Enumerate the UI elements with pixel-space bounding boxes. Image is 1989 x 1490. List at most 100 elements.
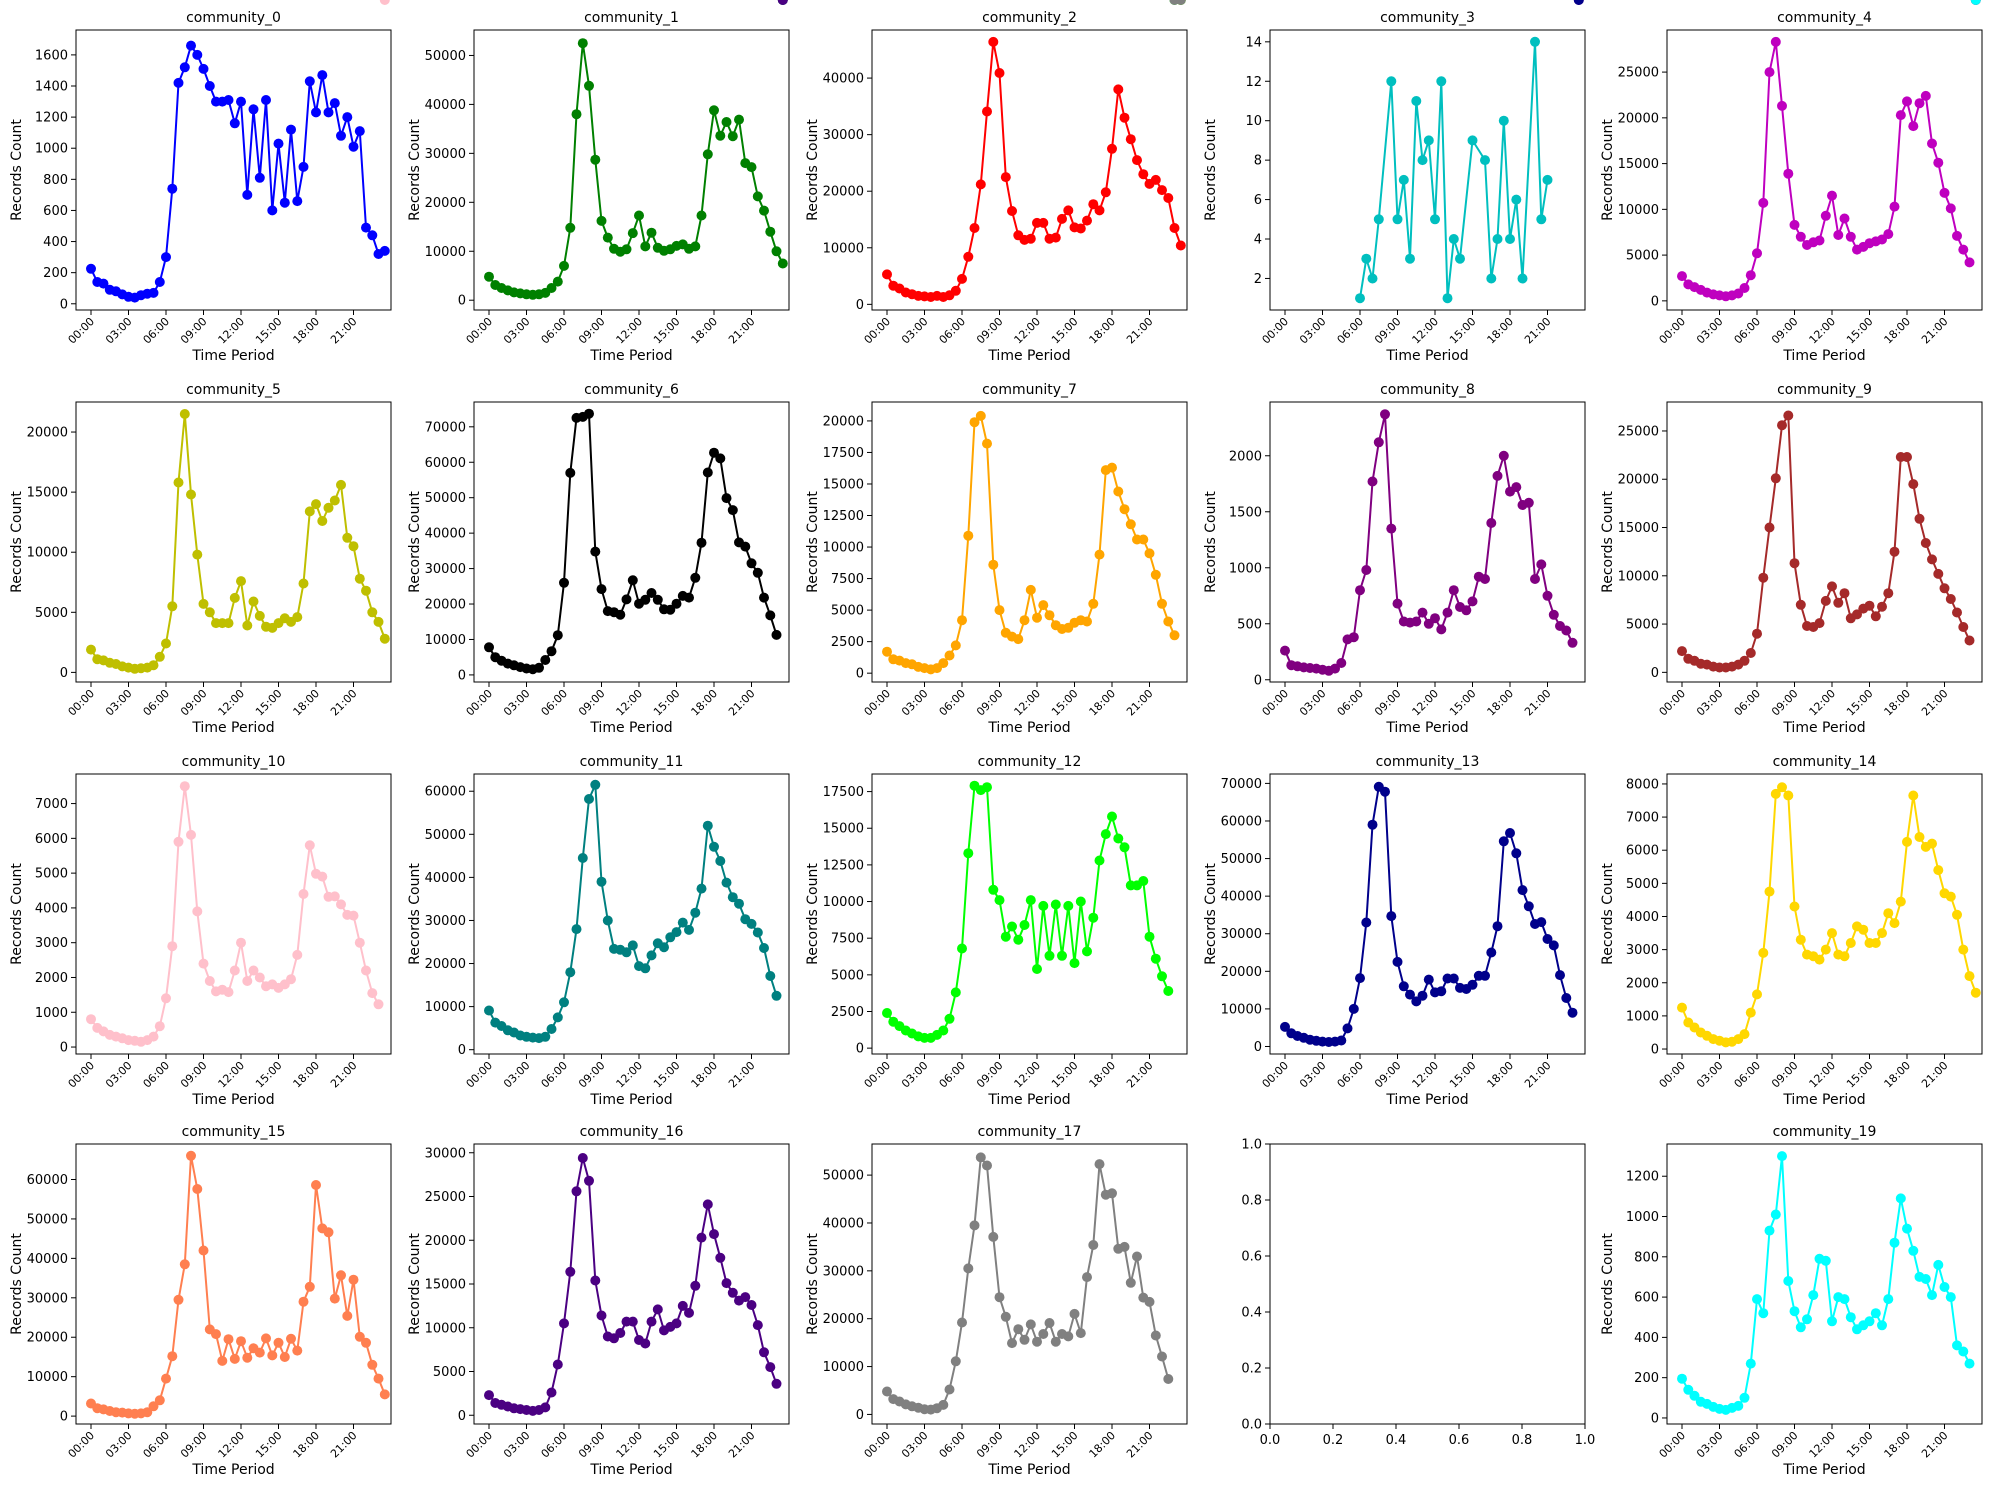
data-point: [1013, 1324, 1024, 1335]
data-point: [969, 417, 980, 428]
x-tick-label: 18:00: [1882, 687, 1914, 719]
data-point: [1561, 993, 1572, 1003]
x-tick-label: 00:00: [1260, 687, 1292, 719]
x-tick-label: 21:00: [328, 315, 360, 347]
data-point: [1745, 648, 1756, 658]
data-point: [559, 1318, 569, 1329]
data-point: [484, 1390, 494, 1401]
data-point: [336, 899, 346, 910]
data-point: [161, 638, 171, 649]
y-tick-label: 70000: [425, 420, 466, 435]
y-axis-label: Records Count: [1600, 863, 1616, 965]
y-axis-label: Records Count: [1203, 491, 1219, 593]
subplot-title: community_5: [186, 382, 281, 398]
data-point: [584, 408, 594, 419]
x-tick-label: 0.2: [1323, 1433, 1344, 1448]
data-point: [596, 584, 607, 595]
x-tick-label: 06:00: [1335, 1059, 1367, 1091]
data-point: [1417, 155, 1428, 166]
x-tick-label: 03:00: [103, 1059, 135, 1091]
x-tick-label: 12:00: [1410, 687, 1442, 719]
y-tick-label: 12500: [823, 858, 864, 873]
data-point: [1883, 229, 1894, 240]
y-tick-label: 0: [60, 297, 68, 312]
y-axis-label: Records Count: [1203, 119, 1219, 221]
y-tick-label: 20000: [823, 185, 864, 200]
x-tick-label: 21:00: [1919, 315, 1951, 347]
series-line: [886, 784, 1170, 1039]
data-point: [148, 1031, 159, 1042]
x-tick-label: 21:00: [726, 1429, 758, 1461]
data-point: [702, 820, 713, 831]
data-point: [1125, 1277, 1136, 1288]
data-point: [1380, 786, 1390, 797]
data-point: [336, 130, 346, 141]
data-point: [1677, 646, 1687, 657]
data-point: [1902, 1223, 1912, 1234]
data-point: [373, 1373, 384, 1384]
data-point: [179, 409, 190, 419]
data-point: [944, 650, 955, 661]
data-point: [1380, 409, 1390, 420]
x-tick-label: 00:00: [464, 315, 496, 347]
data-point: [1057, 213, 1067, 224]
data-point: [1144, 548, 1155, 559]
x-axis-label: Time Period: [191, 348, 274, 364]
x-tick-label: 21:00: [1522, 315, 1554, 347]
y-tick-label: 6000: [1626, 844, 1659, 859]
data-point: [186, 40, 196, 51]
data-point: [173, 477, 184, 488]
data-point: [1770, 473, 1781, 484]
subplot-title: community_0: [186, 10, 281, 26]
data-point: [1000, 1311, 1011, 1322]
data-point: [354, 573, 365, 584]
x-tick-label: 21:00: [726, 1059, 758, 1091]
data-point: [1933, 865, 1944, 876]
data-point: [577, 1153, 588, 1163]
data-point: [211, 1329, 221, 1340]
data-point: [715, 1252, 726, 1263]
data-point: [994, 68, 1005, 78]
x-tick-label: 1.0: [1575, 1433, 1596, 1448]
data-point: [1958, 944, 1969, 955]
x-tick-label: 18:00: [1087, 1429, 1119, 1461]
data-point: [690, 1280, 701, 1291]
data-point: [1150, 1330, 1161, 1341]
x-tick-label: 21:00: [1124, 315, 1156, 347]
data-point: [198, 1245, 209, 1256]
series-line: [488, 1157, 778, 1412]
data-point: [1933, 1259, 1944, 1270]
x-tick-label: 21:00: [1919, 1059, 1951, 1091]
x-tick-label: 12:00: [1012, 687, 1044, 719]
x-tick-label: 21:00: [328, 1059, 360, 1091]
data-point: [1895, 110, 1906, 121]
data-point: [765, 1362, 776, 1373]
data-point: [1752, 1294, 1762, 1305]
x-tick-label: 12:00: [216, 1059, 248, 1091]
x-tick-label: 00:00: [66, 315, 98, 347]
data-point: [1677, 271, 1687, 282]
data-point: [273, 138, 284, 149]
data-point: [1498, 115, 1509, 126]
data-point: [1044, 1318, 1055, 1328]
data-point: [1467, 979, 1478, 990]
data-point: [715, 856, 726, 866]
data-point: [590, 1275, 601, 1286]
subplot-0: community_0 0 200 400 600 800 1000 1200 1400 1600…: [9, 10, 392, 364]
x-tick-label: 12:00: [216, 1429, 248, 1461]
data-point: [746, 918, 757, 929]
data-point: [1745, 270, 1756, 281]
data-point: [1908, 479, 1919, 490]
data-point: [254, 172, 265, 183]
data-point: [627, 575, 638, 586]
data-point: [938, 658, 949, 669]
data-point: [1952, 909, 1962, 920]
data-point: [1430, 613, 1440, 624]
data-point: [1498, 450, 1509, 461]
y-tick-label: 20000: [1221, 965, 1262, 980]
y-tick-label: 30000: [27, 1291, 68, 1306]
data-point: [1839, 213, 1850, 224]
series-line: [488, 412, 778, 671]
data-point: [1448, 234, 1459, 244]
y-axis-label: Records Count: [1203, 863, 1219, 965]
